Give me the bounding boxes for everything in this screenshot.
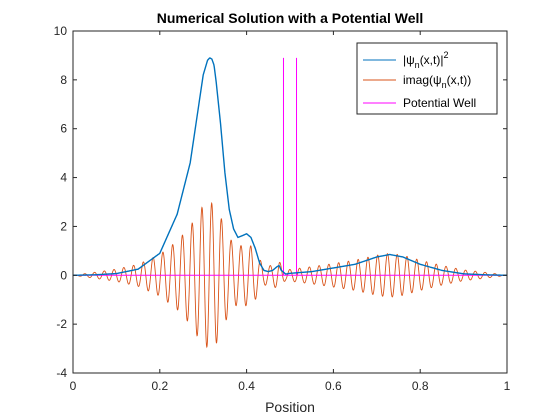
y-tick-label: 8 [60,73,67,87]
legend-entry: imag(ψn(x,t)) [363,73,471,90]
x-tick-label: 1 [504,379,511,393]
ticks-layer: 0 0.2 0.4 0.6 0.8 1 -4 -2 0 2 4 6 8 10 [54,24,511,393]
y-tick-label: 6 [60,122,67,136]
x-tick-label: 0.6 [325,379,342,393]
legend-label-main: |ψ [403,53,415,67]
series-imag-line [73,201,507,349]
x-tick-label: 0 [70,379,77,393]
legend-label-tail: (x,t)| [420,53,444,67]
y-tick-label: -2 [56,317,67,331]
y-tick-label: 10 [54,24,68,38]
y-tick-label: -4 [56,366,67,380]
legend-entry: |ψn(x,t)|2 [363,50,448,70]
series-potential-well-line [73,57,507,276]
series-layer [73,57,507,349]
legend-label: Potential Well [403,96,476,110]
axes-box [72,30,508,374]
legend-label-subscript: n [415,60,420,70]
x-axis-label: Position [265,399,315,415]
series-probability-density-line [73,57,507,276]
x-tick-label: 0.2 [151,379,168,393]
legend-label: imag(ψn(x,t)) [403,73,471,90]
legend-label-main: imag(ψ [403,73,442,87]
legend-box [356,42,498,115]
x-tick-label: 0.4 [238,379,255,393]
legend-label-main: Potential Well [403,96,476,110]
legend-label-subscript: n [442,80,447,90]
y-tick-label: 4 [60,171,67,185]
y-tick-label: 0 [60,268,67,282]
y-tick-label: 2 [60,219,67,233]
legend-label: |ψn(x,t)|2 [403,50,448,70]
legend-label-superscript: 2 [443,50,448,60]
legend-entry: Potential Well [363,96,476,110]
x-tick-label: 0.8 [412,379,429,393]
legend-label-tail: (x,t)) [447,73,472,87]
chart-title: Numerical Solution with a Potential Well [157,10,424,26]
